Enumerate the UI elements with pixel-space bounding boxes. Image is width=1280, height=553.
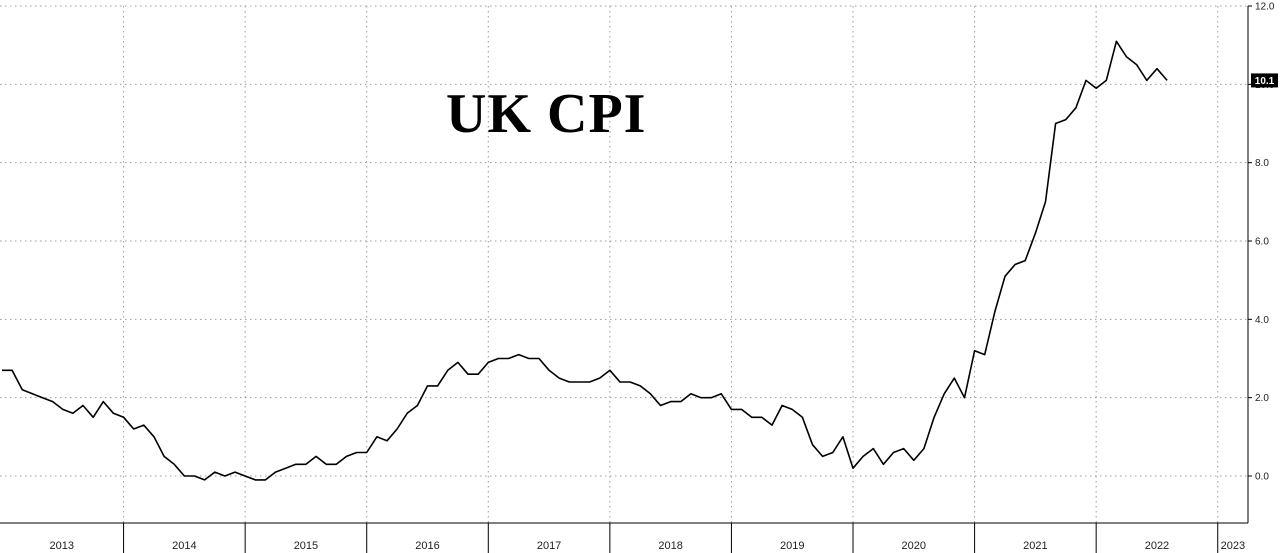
x-tick-label: 2016 — [415, 540, 439, 552]
x-tick-label: 2018 — [658, 540, 682, 552]
series-line-uk-cpi — [2, 40, 1168, 481]
x-tick-label: 2014 — [172, 540, 196, 552]
x-tick-label: 2021 — [1023, 540, 1047, 552]
x-tick-label: 2017 — [537, 540, 561, 552]
chart-title: UK CPI — [446, 83, 647, 145]
last-value-badge-bg — [1251, 73, 1278, 88]
last-value-label: 10.1 — [1255, 76, 1275, 87]
y-tick-label: 8.0 — [1255, 158, 1269, 169]
vertical-gridlines — [123, 6, 1219, 523]
x-tick-label: 2020 — [902, 540, 926, 552]
y-tick-label: 2.0 — [1255, 393, 1269, 404]
last-value-badge: 10.1 — [1251, 73, 1278, 88]
y-tick-label: 6.0 — [1255, 237, 1269, 248]
y-tick-label: 12.0 — [1255, 2, 1275, 13]
y-tick-label: 4.0 — [1255, 315, 1269, 326]
x-axis: 2013 2014 2015 2016 2017 2018 2019 2020 2021 2022… — [0, 522, 1248, 553]
y-tick-label: 0.0 — [1255, 472, 1269, 483]
x-tick-label: 2022 — [1145, 540, 1169, 552]
x-tick-label: 2013 — [50, 540, 74, 552]
x-tick-label: 2015 — [294, 540, 318, 552]
x-tick-label: 2019 — [780, 540, 804, 552]
horizontal-gridlines — [0, 5, 1248, 477]
x-tick-label: 2023 — [1221, 540, 1245, 552]
